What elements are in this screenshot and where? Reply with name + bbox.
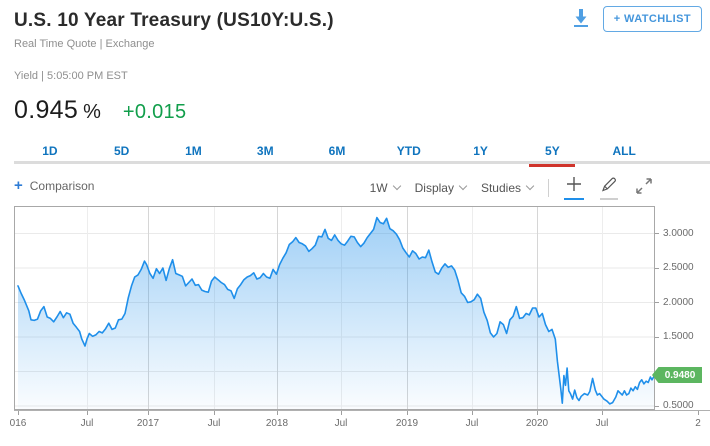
interval-dropdown[interactable]: 1W <box>369 180 401 195</box>
x-axis-label: 2 <box>695 418 701 429</box>
tab-6m[interactable]: 6M <box>328 144 346 158</box>
x-axis-label: Jul <box>207 418 221 429</box>
pencil-icon <box>599 175 619 196</box>
price-value: 0.945 <box>14 96 79 124</box>
tab-1y[interactable]: 1Y <box>473 144 488 158</box>
top-actions: + WATCHLIST <box>569 6 702 32</box>
page-title: U.S. 10 Year Treasury (US10Y:U.S.) <box>14 10 334 31</box>
x-axis: 016 Jul 2017 Jul 2018 Jul 2019 Jul 2020 Jul 2 <box>0 410 710 438</box>
x-axis-tick <box>537 411 538 415</box>
y-axis-label: 3.0000 <box>663 227 694 239</box>
tab-ytd[interactable]: YTD <box>396 144 421 158</box>
price-chart[interactable] <box>14 206 656 410</box>
range-tabs: 1D 5D 1M 3M 6M YTD 1Y 5Y ALL <box>14 142 660 164</box>
x-axis-tick <box>214 411 215 415</box>
x-axis-label: Jul <box>80 418 94 429</box>
tab-5d[interactable]: 5D <box>114 144 130 158</box>
plot-border <box>14 206 655 410</box>
y-axis-tick <box>655 405 659 407</box>
download-icon <box>570 6 592 33</box>
x-axis-label: 2018 <box>265 418 289 429</box>
x-axis-tick <box>18 411 19 415</box>
price-line <box>17 216 656 405</box>
tab-1m[interactable]: 1M <box>185 144 202 158</box>
add-watchlist-button[interactable]: + WATCHLIST <box>602 6 702 32</box>
y-axis-tick <box>655 302 659 303</box>
x-axis-tick <box>407 411 408 415</box>
fullscreen-button[interactable] <box>634 176 654 199</box>
crosshair-icon <box>564 175 584 196</box>
tab-1d[interactable]: 1D <box>42 144 58 158</box>
x-axis-tick <box>87 411 88 415</box>
active-tool-underline <box>564 198 584 200</box>
x-axis-tick <box>602 411 603 415</box>
last-price-badge: 0.9480 <box>652 367 702 383</box>
price-change: +0.015 <box>122 101 187 123</box>
x-axis-label: Jul <box>465 418 479 429</box>
price-row: 0.945 % +0.015 <box>14 96 186 125</box>
chevron-down-icon <box>525 181 535 191</box>
draw-tool-button[interactable] <box>599 175 619 200</box>
x-axis-label: Jul <box>334 418 348 429</box>
display-label: Display <box>414 180 454 195</box>
interval-label: 1W <box>369 180 388 195</box>
toolbar-right: 1W Display Studies <box>370 175 654 200</box>
x-axis-label: 016 <box>9 418 27 429</box>
x-axis-tick <box>277 411 278 415</box>
realtime-quote-label: Real Time Quote | Exchange <box>14 38 155 50</box>
crosshair-tool-button[interactable] <box>564 175 584 200</box>
studies-dropdown[interactable]: Studies <box>480 180 535 195</box>
tabs-underline <box>14 161 710 164</box>
y-axis-label: 0.5000 <box>663 400 694 411</box>
price-chart-svg <box>14 206 656 410</box>
y-axis-tick <box>655 336 659 338</box>
y-axis-label: 2.0000 <box>663 296 694 308</box>
price-unit: % <box>83 101 101 123</box>
studies-label: Studies <box>480 180 521 195</box>
x-axis-label: Jul <box>595 418 609 429</box>
x-axis-tick <box>698 411 699 415</box>
chevron-down-icon <box>458 181 468 191</box>
y-axis-label: 1.5000 <box>663 331 694 342</box>
plus-icon: + <box>14 177 23 194</box>
x-axis-line <box>14 410 710 411</box>
x-axis-tick <box>148 411 149 415</box>
chart-toolbar: + Comparison 1W Display Studies <box>0 172 710 204</box>
y-axis: 3.0000 2.5000 2.0000 1.5000 0.5000 <box>655 206 710 411</box>
y-axis-tick <box>655 267 659 269</box>
comparison-label: Comparison <box>29 178 95 193</box>
quote-meta: Yield | 5:05:00 PM EST <box>14 70 128 82</box>
chevron-down-icon <box>392 181 401 191</box>
y-axis-tick <box>655 233 659 234</box>
tool-underline <box>600 198 618 200</box>
tab-all[interactable]: ALL <box>612 144 636 158</box>
display-dropdown[interactable]: Display <box>414 180 468 195</box>
x-axis-tick <box>341 411 342 415</box>
x-axis-label: 2020 <box>525 418 549 429</box>
download-button[interactable] <box>569 6 593 32</box>
toolbar-divider <box>548 178 549 197</box>
tab-5y[interactable]: 5Y <box>516 142 588 164</box>
y-axis-label: 2.5000 <box>663 262 694 273</box>
expand-icon <box>634 176 654 199</box>
x-axis-label: 2019 <box>395 418 419 429</box>
x-axis-label: 2017 <box>136 418 160 429</box>
tab-3m[interactable]: 3M <box>256 144 274 158</box>
comparison-button[interactable]: + Comparison <box>14 178 94 193</box>
area-fill <box>18 217 655 410</box>
x-axis-tick <box>472 411 473 415</box>
